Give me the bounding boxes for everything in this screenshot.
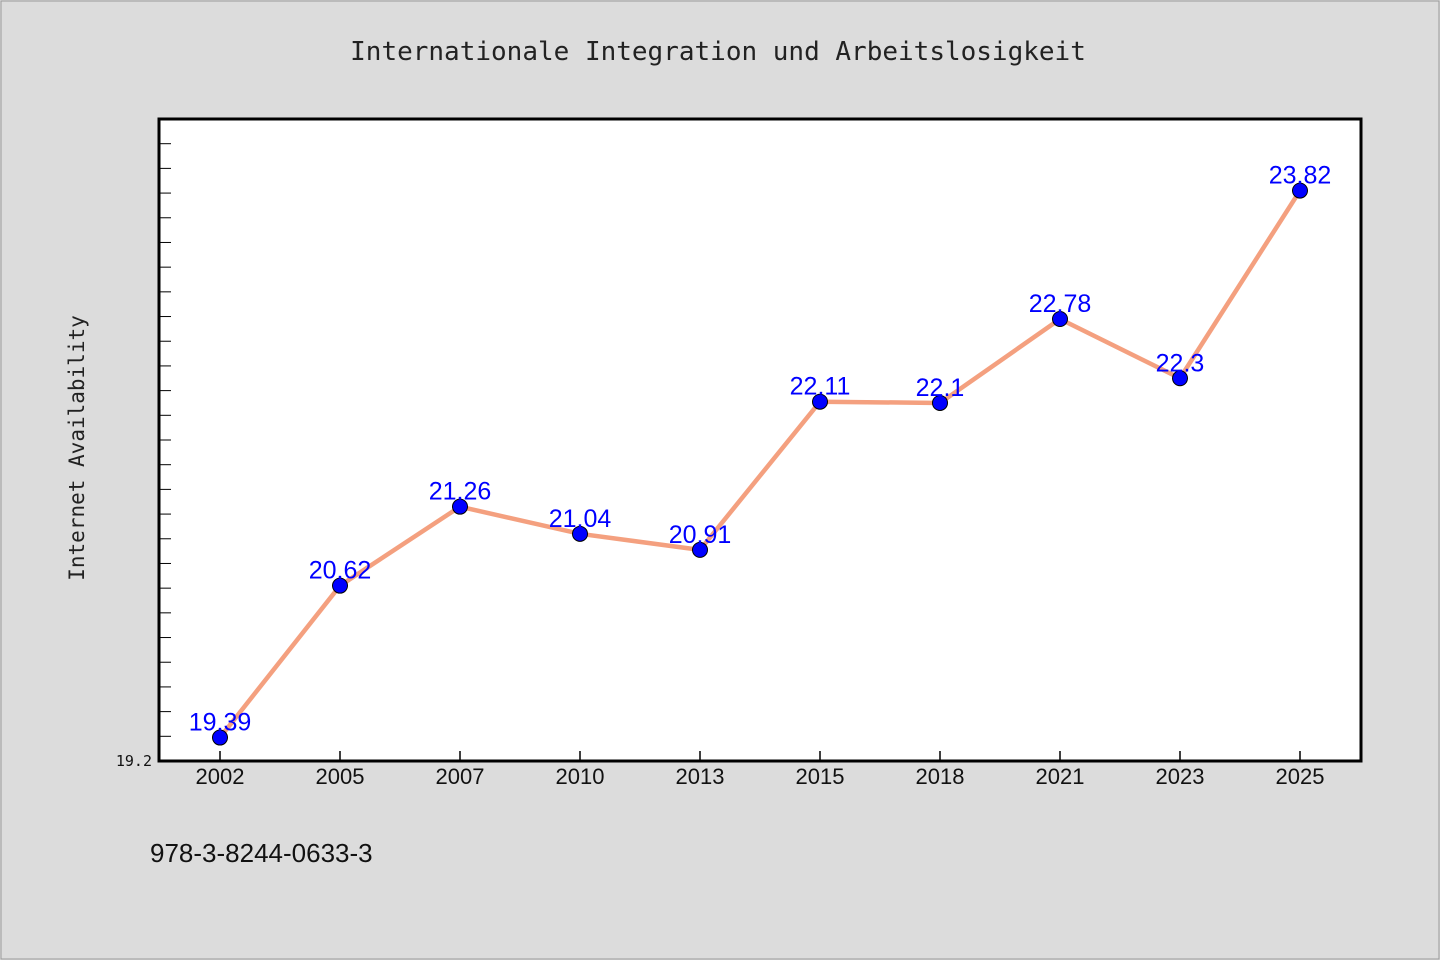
data-point-2015 — [812, 393, 828, 410]
data-label-2002: 19.39 — [189, 709, 252, 737]
y-axis-ticks — [159, 143, 171, 737]
x-tick-label-2025: 2025 — [1276, 764, 1325, 789]
data-label-2021: 22.78 — [1029, 290, 1092, 318]
data-label-2023: 22.3 — [1156, 349, 1205, 377]
data-label-2013: 20.91 — [669, 521, 732, 549]
plot-area — [157, 117, 1363, 763]
x-tick-label-2013: 2013 — [676, 764, 725, 789]
data-point-2018 — [932, 394, 948, 411]
y-tick-label-19-2: 19.2 — [116, 752, 152, 770]
data-label-2005: 20.62 — [309, 557, 372, 585]
y-axis-label: Internet Availability — [65, 315, 89, 581]
data-point-2025 — [1292, 182, 1308, 199]
data-point-2023 — [1172, 370, 1188, 387]
footnote-isbn: 978-3-8244-0633-3 — [150, 838, 373, 868]
x-tick-label-2010: 2010 — [556, 764, 605, 789]
x-tick-label-2007: 2007 — [436, 764, 485, 789]
data-point-2007 — [452, 498, 468, 515]
data-label-2018: 22.1 — [916, 374, 965, 402]
data-label-2025: 23.82 — [1269, 162, 1332, 190]
x-tick-label-2018: 2018 — [916, 764, 965, 789]
series-line — [217, 188, 1303, 740]
x-axis-ticks — [219, 751, 1301, 761]
x-tick-label-2021: 2021 — [1036, 764, 1085, 789]
x-axis-tick-labels: 2002 2005 2007 2010 2013 2015 2018 2021 … — [196, 764, 1325, 789]
data-point-2021 — [1052, 311, 1068, 328]
x-tick-label-2002: 2002 — [196, 764, 245, 789]
x-tick-label-2005: 2005 — [316, 764, 365, 789]
data-label-2007: 21.26 — [429, 478, 492, 506]
data-label-2015: 22.11 — [790, 373, 851, 401]
x-tick-label-2023: 2023 — [1156, 764, 1205, 789]
chart-title: Internationale Integration und Arbeitslo… — [350, 37, 1086, 67]
data-labels: 19.39 20.62 21.26 21.04 20.91 22.11 22.1… — [189, 162, 1332, 737]
data-point-2010 — [572, 525, 588, 542]
data-point-2013 — [692, 541, 708, 558]
data-markers — [212, 182, 1308, 746]
data-label-2010: 21.04 — [549, 505, 612, 533]
data-point-2002 — [212, 729, 228, 746]
data-point-2005 — [332, 577, 348, 594]
x-tick-label-2015: 2015 — [796, 764, 845, 789]
